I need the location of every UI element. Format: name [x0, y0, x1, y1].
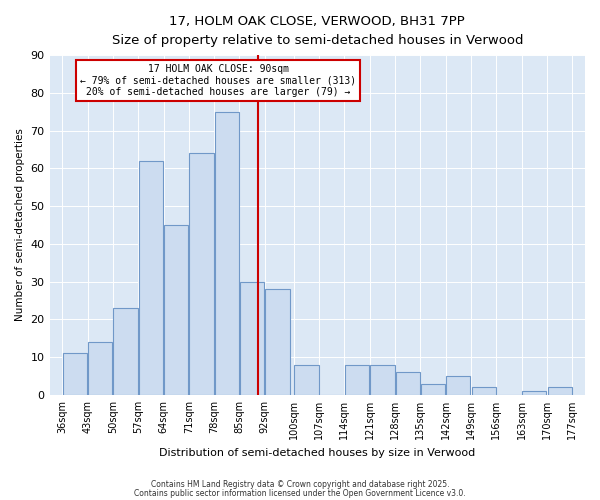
Bar [395, 372, 420, 395]
Bar [345, 364, 369, 395]
Bar [472, 388, 496, 395]
Bar [240, 282, 264, 395]
Bar [88, 342, 112, 395]
Bar [522, 391, 547, 395]
Bar [548, 388, 572, 395]
Bar [190, 154, 214, 395]
Bar [139, 161, 163, 395]
Y-axis label: Number of semi-detached properties: Number of semi-detached properties [15, 128, 25, 322]
Bar [446, 376, 470, 395]
Bar [294, 364, 319, 395]
Bar [164, 225, 188, 395]
Text: 17 HOLM OAK CLOSE: 90sqm
← 79% of semi-detached houses are smaller (313)
20% of : 17 HOLM OAK CLOSE: 90sqm ← 79% of semi-d… [80, 64, 356, 97]
Title: 17, HOLM OAK CLOSE, VERWOOD, BH31 7PP
Size of property relative to semi-detached: 17, HOLM OAK CLOSE, VERWOOD, BH31 7PP Si… [112, 15, 523, 47]
Text: Contains HM Land Registry data © Crown copyright and database right 2025.: Contains HM Land Registry data © Crown c… [151, 480, 449, 489]
Bar [63, 354, 87, 395]
Bar [265, 289, 290, 395]
Bar [215, 112, 239, 395]
Bar [370, 364, 395, 395]
X-axis label: Distribution of semi-detached houses by size in Verwood: Distribution of semi-detached houses by … [159, 448, 475, 458]
Bar [421, 384, 445, 395]
Text: Contains public sector information licensed under the Open Government Licence v3: Contains public sector information licen… [134, 488, 466, 498]
Bar [113, 308, 137, 395]
